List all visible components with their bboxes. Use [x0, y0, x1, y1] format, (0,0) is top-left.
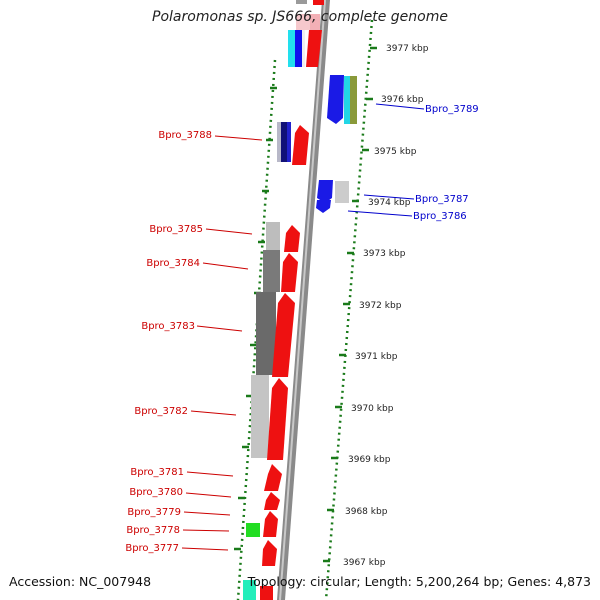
genome-stats: Topology: circularLength: 5,200,264 bpGe… — [248, 574, 591, 589]
ruler-label: 3970 kbp — [351, 404, 394, 414]
gene-red-3779 — [263, 511, 278, 537]
gene-label-reverse[interactable]: Bpro_3778 — [126, 525, 180, 536]
gene-gray-b — [277, 122, 281, 162]
ruler-label: 3974 kbp — [368, 198, 411, 208]
gene-cyan-a — [288, 30, 295, 67]
gene-top-pink2 — [310, 14, 320, 30]
gene-green-3778 — [246, 523, 260, 537]
gene-label-reverse[interactable]: Bpro_3777 — [125, 543, 179, 554]
gene-red-a — [306, 30, 322, 67]
gene-red-3781 — [264, 464, 282, 491]
gene-forward-cyan — [344, 76, 350, 124]
gene-red-b-3788 — [292, 125, 309, 165]
gene-gray-3783 — [256, 292, 276, 375]
gene-red-3782 — [267, 378, 288, 460]
ruler-label: 3973 kbp — [363, 249, 406, 259]
gene-label-reverse[interactable]: Bpro_3785 — [149, 224, 203, 235]
gene-top-gray — [296, 0, 307, 4]
gene-label-reverse[interactable]: Bpro_3783 — [141, 321, 195, 332]
gene-red-3780 — [264, 492, 280, 510]
gene-label-reverse[interactable]: Bpro_3784 — [146, 258, 200, 269]
ruler-label: 3975 kbp — [374, 147, 417, 157]
ruler-label: 3977 kbp — [386, 44, 429, 54]
accession-text: Accession: NC_007948 — [9, 574, 152, 589]
gene-forward-blue-3789 — [327, 75, 344, 124]
gene-label-forward[interactable]: Bpro_3786 — [413, 211, 467, 222]
gene-label-reverse[interactable]: Bpro_3780 — [129, 487, 183, 498]
genes-count-text: Genes: 4,873 — [499, 574, 591, 589]
gene-label-reverse[interactable]: Bpro_3782 — [134, 406, 188, 417]
gene-label-forward[interactable]: Bpro_3789 — [425, 104, 479, 115]
ruler-label: 3968 kbp — [345, 507, 388, 517]
map-title: Polaromonas sp. JS666, complete genome — [152, 9, 448, 25]
gene-gray-3782 — [251, 375, 269, 458]
ruler-label: 3972 kbp — [359, 301, 402, 311]
ruler-label: 3969 kbp — [348, 455, 391, 465]
gene-top-red — [313, 0, 324, 5]
ruler-track-outer — [324, 19, 374, 600]
gene-white-a — [302, 30, 305, 67]
length-text: Length: 5,200,264 bp — [356, 574, 499, 589]
gene-red-3785 — [284, 225, 300, 252]
gene-gray-3785 — [266, 222, 280, 250]
topology-text: Topology: circular — [247, 574, 357, 589]
outer-tick-marks — [323, 46, 377, 563]
ruler-label: 3976 kbp — [381, 95, 424, 105]
gene-label-reverse[interactable]: Bpro_3779 — [127, 507, 181, 518]
gene-teal-bottom — [243, 580, 256, 600]
gene-red-3777 — [262, 540, 277, 566]
gene-blue-a — [295, 30, 302, 67]
gene-label-reverse[interactable]: Bpro_3788 — [158, 130, 212, 141]
ruler-label: 3971 kbp — [355, 352, 398, 362]
gene-gray-3784 — [263, 250, 280, 292]
gene-forward-olive — [350, 76, 357, 124]
backbone-highlight — [279, 0, 326, 600]
gene-red-bottom — [260, 586, 273, 600]
gene-forward-gray — [335, 181, 349, 203]
gene-navy-b — [281, 122, 287, 162]
gene-forward-blue-3787 — [317, 180, 333, 203]
ruler-label: 3967 kbp — [343, 558, 386, 568]
gene-top-pink — [296, 14, 310, 30]
gene-forward-blue-3786 — [316, 200, 331, 213]
gene-blue-b — [287, 122, 291, 162]
gene-label-reverse[interactable]: Bpro_3781 — [130, 467, 184, 478]
gene-label-forward[interactable]: Bpro_3787 — [415, 194, 469, 205]
gene-red-3783 — [272, 293, 295, 377]
gene-red-3784 — [281, 253, 298, 292]
